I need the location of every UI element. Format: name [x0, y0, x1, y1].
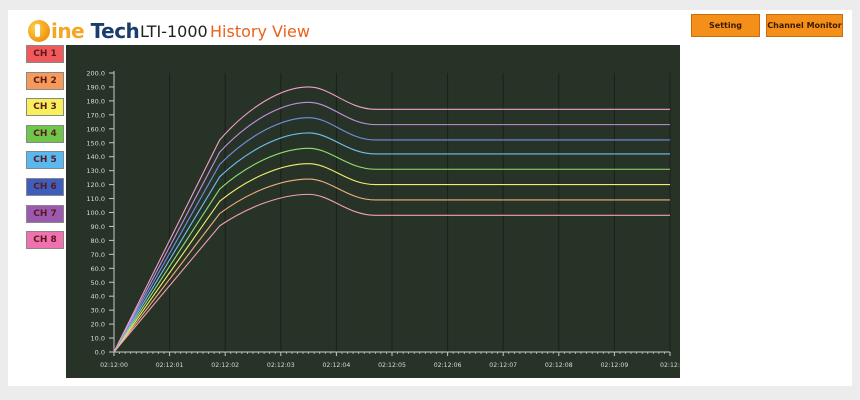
series-line-ch3 [113, 117, 670, 353]
y-tick-label: 30.0 [91, 307, 105, 315]
channel-button-1[interactable]: CH 1 [26, 45, 64, 63]
x-tick-label: 02:12:05 [378, 362, 406, 369]
logo-text: ine Tech [51, 19, 140, 43]
linetech-logo: ine Tech [28, 18, 140, 44]
channel-button-4[interactable]: CH 4 [26, 124, 64, 143]
series-line-ch4 [113, 132, 670, 353]
series-line-ch8 [113, 193, 670, 353]
setting-button[interactable]: Setting [691, 14, 760, 37]
history-view-window: ine Tech LTI-1000 History View Setting C… [8, 10, 852, 386]
series-line-ch5 [113, 147, 670, 353]
series-line-ch1 [113, 86, 670, 353]
y-tick-label: 10.0 [91, 335, 105, 343]
y-tick-label: 130.0 [86, 167, 105, 175]
y-tick-label: 180.0 [86, 97, 105, 105]
x-tick-label: 02:12:07 [489, 362, 517, 369]
y-tick-label: 20.0 [91, 321, 105, 329]
channel-button-8[interactable]: CH 8 [26, 231, 64, 250]
logo-text-ine: ine [51, 19, 85, 43]
history-chart: 0.0 10.0 20.0 30.0 40.0 50.0 60.0 70.0 80.0 90.0 1… [66, 45, 680, 378]
y-tick-label: 100.0 [86, 209, 105, 217]
channel-monitor-button[interactable]: Channel Monitor [766, 14, 843, 37]
y-tick-label: 50.0 [91, 279, 105, 287]
y-tick-label: 170.0 [86, 111, 105, 119]
linetech-logo-icon [28, 20, 50, 42]
model-name: LTI-1000 [140, 22, 208, 41]
series-line-ch6 [113, 163, 670, 353]
y-tick-label: 120.0 [86, 181, 105, 189]
channel-button-5[interactable]: CH 5 [26, 151, 64, 170]
x-tick-label: 02:12: [660, 362, 680, 369]
y-tick-label: 70.0 [91, 251, 105, 259]
y-tick-label: 60.0 [91, 265, 105, 273]
y-tick-label: 80.0 [91, 237, 105, 245]
channel-button-3[interactable]: CH 3 [26, 98, 64, 117]
y-tick-label: 160.0 [86, 125, 105, 133]
channel-button-6[interactable]: CH 6 [26, 178, 64, 196]
channel-button-2[interactable]: CH 2 [26, 71, 64, 90]
channel-button-7[interactable]: CH 7 [26, 204, 64, 223]
x-tick-label: 02:12:06 [434, 362, 462, 369]
y-tick-label: 110.0 [86, 195, 105, 203]
x-tick-label: 02:12:04 [323, 362, 351, 369]
x-tick-label: 02:12:08 [545, 362, 573, 369]
y-tick-label: 190.0 [86, 83, 105, 91]
y-tick-label: 0.0 [95, 349, 105, 357]
x-tick-label: 02:12:03 [267, 362, 295, 369]
y-tick-label: 90.0 [91, 223, 105, 231]
x-tick-label: 02:12:00 [100, 362, 128, 369]
logo-text-tech: Tech [90, 19, 140, 43]
y-tick-label: 200.0 [86, 70, 105, 78]
x-tick-label: 02:12:02 [211, 362, 239, 369]
page-title: History View [210, 22, 310, 41]
y-tick-label: 140.0 [86, 153, 105, 161]
y-tick-label: 40.0 [91, 293, 105, 301]
history-chart-svg: 0.0 10.0 20.0 30.0 40.0 50.0 60.0 70.0 80.0 90.0 1… [86, 70, 680, 370]
series-line-ch2 [113, 101, 670, 353]
x-tick-label: 02:12:09 [601, 362, 629, 369]
x-tick-label: 02:12:01 [156, 362, 184, 369]
y-tick-label: 150.0 [86, 139, 105, 147]
series-line-ch7 [113, 178, 670, 353]
